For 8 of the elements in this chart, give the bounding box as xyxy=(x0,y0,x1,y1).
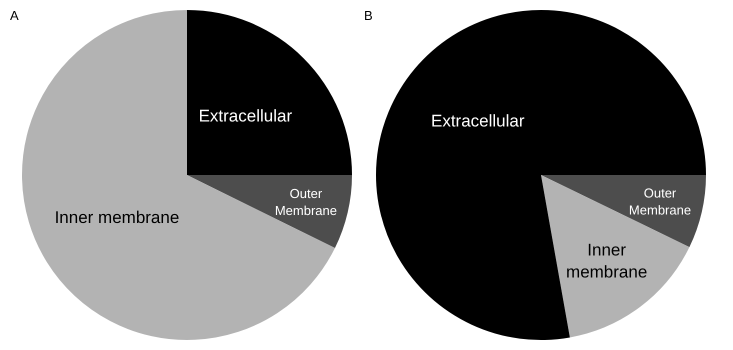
slice-label: Inner membrane xyxy=(54,208,180,228)
slice-label: Outer Membrane xyxy=(628,186,692,218)
slice-label: Outer Membrane xyxy=(274,186,337,218)
chart-title: A xyxy=(10,8,19,24)
slice-label: Inner membrane xyxy=(566,240,648,282)
chart-title: B xyxy=(364,8,373,24)
slice-label: Extracellular xyxy=(430,112,525,131)
slice-label: Extracellular xyxy=(198,106,292,126)
